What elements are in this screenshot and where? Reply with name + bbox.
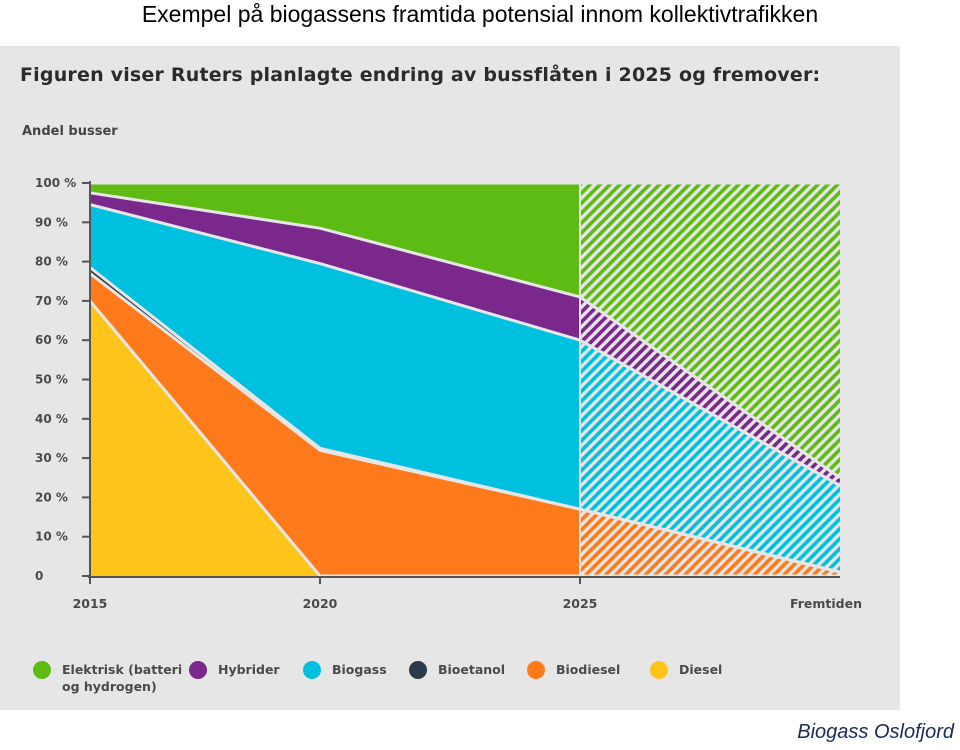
y-tick-label: 80 % xyxy=(35,255,68,269)
legend-swatch-diesel xyxy=(650,661,668,679)
legend-label-elektrisk: Elektrisk (batteri xyxy=(62,662,182,677)
x-tick-label: 2025 xyxy=(563,596,598,611)
legend-label-biodiesel: Biodiesel xyxy=(556,662,620,677)
chart-areas xyxy=(90,183,840,576)
legend-swatch-biodiesel xyxy=(527,661,545,679)
separator-hybrider xyxy=(89,191,841,479)
area-biogass xyxy=(90,204,580,510)
x-tick-label: 2015 xyxy=(73,596,108,611)
legend-label-biogass: Biogass xyxy=(332,662,387,677)
area-diesel xyxy=(90,300,580,576)
legend-swatch-bioetanol xyxy=(409,661,427,679)
legend-item-bioetanol: Bioetanol xyxy=(409,661,505,679)
area-hybrider-projected xyxy=(580,296,840,486)
legend-swatch-biogass xyxy=(303,661,321,679)
legend-item-biodiesel: Biodiesel xyxy=(527,661,620,679)
y-tick-label: 30 % xyxy=(35,451,68,465)
footer-brand: Biogass Oslofjord xyxy=(797,721,954,743)
legend-label-elektrisk: og hydrogen) xyxy=(62,679,157,694)
x-tick-label: 2020 xyxy=(303,596,338,611)
area-elektrisk-projected xyxy=(580,183,840,478)
legend-label-diesel: Diesel xyxy=(679,662,722,677)
y-tick-label: 10 % xyxy=(35,530,68,544)
chart-axes: 0 10 % 20 % 30 % 40 % 50 % 60 % 70 % 80 % 90 % 100… xyxy=(35,176,862,611)
area-biogass-projected xyxy=(580,340,840,573)
y-tick-label: 90 % xyxy=(35,215,68,229)
y-tick-label: 100 % xyxy=(35,176,76,190)
legend-item-elektrisk: Elektrisk (batteri og hydrogen) xyxy=(33,661,182,694)
x-tick-label: Fremtiden xyxy=(790,596,862,611)
legend-item-diesel: Diesel xyxy=(650,661,722,679)
separator-biogass xyxy=(89,203,841,487)
y-tick-label: 50 % xyxy=(35,373,68,387)
area-biodiesel xyxy=(90,273,580,576)
legend-label-hybrider: Hybrider xyxy=(218,662,280,677)
separator-bioetanol xyxy=(89,266,841,574)
legend-swatch-hybrider xyxy=(189,661,207,679)
y-tick-label: 20 % xyxy=(35,490,68,504)
legend-label-bioetanol: Bioetanol xyxy=(438,662,505,677)
y-tick-label: 0 xyxy=(35,569,43,583)
chart-title: Figuren viser Ruters planlagte endring a… xyxy=(20,64,821,86)
y-tick-label: 40 % xyxy=(35,412,68,426)
legend-swatch-elektrisk xyxy=(33,661,51,679)
y-tick-label: 70 % xyxy=(35,294,68,308)
y-axis-label: Andel busser xyxy=(22,124,118,139)
legend-item-biogass: Biogass xyxy=(303,661,387,679)
legend-item-hybrider: Hybrider xyxy=(189,661,280,679)
slide-title: Exempel på biogassens framtida potensial… xyxy=(141,1,819,27)
y-tick-label: 60 % xyxy=(35,333,68,347)
chart-legend: Elektrisk (batteri og hydrogen) Hybrider Bi… xyxy=(33,661,722,694)
